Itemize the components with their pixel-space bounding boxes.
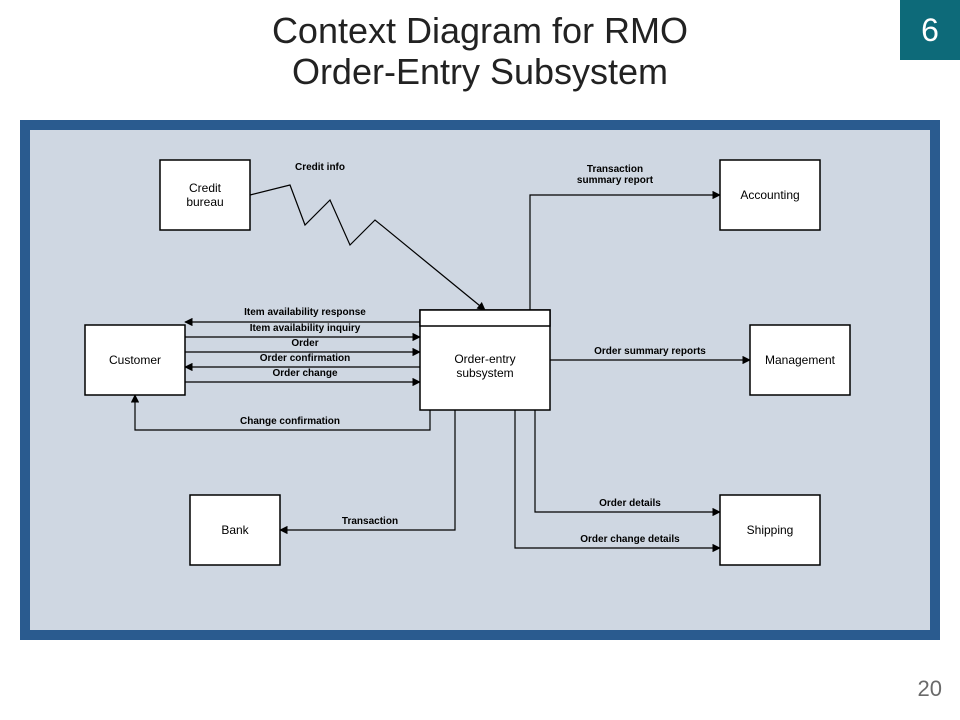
slide-number-bottom-value: 20 <box>918 676 942 701</box>
edge-process-accounting-7: Transactionsummary report <box>530 164 720 310</box>
node-process: Order-entrysubsystem <box>420 310 550 410</box>
node-label-credit-1: bureau <box>186 195 223 209</box>
edge-process-customer-1: Item availability response <box>185 307 420 322</box>
edge-label-9: Order details <box>599 498 661 509</box>
edge-label-1: Item availability response <box>244 307 366 318</box>
node-label-process-1: subsystem <box>456 366 513 380</box>
node-label-credit-0: Credit <box>189 181 222 195</box>
edge-customer-process-3: Order <box>185 338 420 352</box>
edge-process-management-8: Order summary reports <box>550 346 750 360</box>
edge-customer-process-2: Item availability inquiry <box>185 323 420 337</box>
edge-credit-process-0: Credit info <box>250 162 485 310</box>
nodes-layer: Creditbureau Customer Bank Order-entrysubsy… <box>85 160 850 565</box>
edge-label-2: Item availability inquiry <box>250 323 361 334</box>
node-customer: Customer <box>85 325 185 395</box>
edge-label-11: Transaction <box>342 516 398 527</box>
edge-label-7-0: Transaction <box>587 164 643 175</box>
diagram-frame: Credit info Item availability response Ite… <box>20 120 940 640</box>
edge-label-5: Order change <box>272 368 337 379</box>
context-diagram-svg: Credit info Item availability response Ite… <box>30 130 930 630</box>
edge-customer-process-5: Order change <box>185 368 420 382</box>
edge-label-10: Order change details <box>580 534 680 545</box>
edge-label-0: Credit info <box>295 162 345 173</box>
node-bank: Bank <box>190 495 280 565</box>
edge-label-8: Order summary reports <box>594 346 706 357</box>
edge-label-4: Order confirmation <box>260 353 351 364</box>
edge-process-customer-6: Change confirmation <box>135 395 430 430</box>
edge-process-shipping-10: Order change details <box>515 410 720 548</box>
edge-process-bank-11: Transaction <box>280 410 455 530</box>
edge-process-customer-4: Order confirmation <box>185 353 420 367</box>
title-line-1: Context Diagram for RMO <box>272 10 688 51</box>
node-management: Management <box>750 325 850 395</box>
node-shipping: Shipping <box>720 495 820 565</box>
slide-title: Context Diagram for RMO Order-Entry Subs… <box>0 10 960 93</box>
node-accounting: Accounting <box>720 160 820 230</box>
edge-label-7-1: summary report <box>577 175 654 186</box>
edge-label-3: Order <box>291 338 318 349</box>
node-label-accounting-0: Accounting <box>740 188 799 202</box>
node-label-customer-0: Customer <box>109 353 161 367</box>
node-label-process-0: Order-entry <box>454 352 515 366</box>
edge-label-6: Change confirmation <box>240 416 340 427</box>
slide-number-bottom: 20 <box>918 676 942 702</box>
node-label-shipping-0: Shipping <box>747 523 794 537</box>
node-label-bank-0: Bank <box>221 523 249 537</box>
node-label-management-0: Management <box>765 353 836 367</box>
title-line-2: Order-Entry Subsystem <box>292 51 668 92</box>
edge-process-shipping-9: Order details <box>535 410 720 512</box>
node-credit: Creditbureau <box>160 160 250 230</box>
